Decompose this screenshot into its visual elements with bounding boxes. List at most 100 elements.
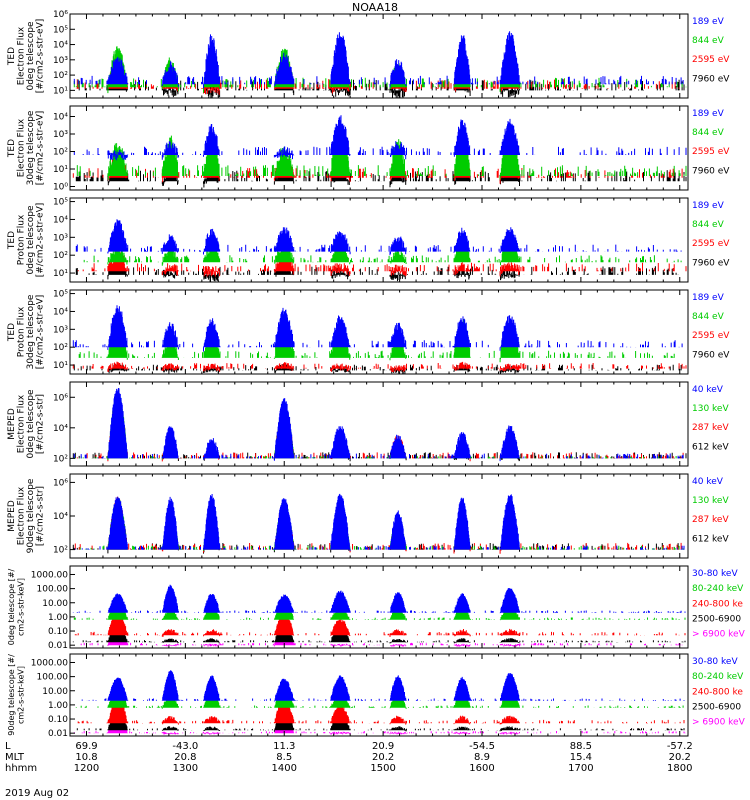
series-meped-proton-0deg-0 (80, 624, 683, 647)
series-meped-proton-90deg-1 (76, 707, 685, 732)
y-tick-label: 10² (53, 343, 68, 353)
y-axis-label: Electron Flux (17, 118, 27, 177)
y-axis-label: TED (7, 323, 17, 342)
series-ted-proton-30deg-1 (72, 361, 687, 373)
y-tick-label: 10⁴ (53, 512, 68, 522)
y-tick-label: 10⁶ (53, 10, 68, 20)
series-meped-proton-90deg-4 (81, 670, 685, 702)
y-axis-label: 0deg telescope (26, 21, 36, 91)
series-meped-proton-0deg-3 (73, 599, 686, 621)
series-meped-proton-90deg-3 (75, 685, 684, 709)
legend-entry: 40 keV (692, 477, 724, 487)
legend-entry: 30-80 keV (692, 657, 738, 667)
series-ted-proton-0deg-0 (75, 260, 679, 282)
panel-frame (69, 381, 689, 467)
panel-frame (69, 653, 689, 737)
x-tick-label: 69.9 (75, 741, 97, 752)
x-tick-label: 1500 (370, 763, 395, 774)
y-tick-label: 10.00 (42, 599, 68, 609)
y-axis-label: [#/cm2-s-str-eV] (36, 19, 46, 94)
legend-entry: 7960 eV (692, 350, 730, 360)
panel-frame (69, 289, 689, 375)
y-axis-label: Electron Flux (17, 394, 27, 453)
x-tick-label: 1800 (667, 763, 692, 774)
x-tick-label: 1300 (173, 763, 198, 774)
y-tick-label: 10¹ (53, 361, 68, 371)
panel-ted-proton-30deg: 10¹ 10² 10³ 10⁴ 10⁵ TED Proton Flux 30deg teles… (7, 289, 730, 375)
y-tick-label: 10⁵ (53, 198, 68, 208)
y-tick-label: 1.00 (48, 613, 68, 623)
y-tick-label: 100.00 (37, 673, 69, 683)
y-tick-label: 10⁴ (53, 215, 68, 225)
y-tick-label: 10⁵ (53, 25, 68, 35)
series-meped-proton-0deg-1 (72, 621, 686, 644)
panel-ted-electron-30deg: 10⁰ 10¹ 10² 10³ 10⁴ TED Electron Flux 30deg tel… (7, 105, 730, 193)
y-tick-label: 10⁶ (53, 478, 68, 488)
legend-entry: 844 eV (692, 128, 725, 138)
legend-entry: 80-240 keV (692, 672, 744, 682)
y-tick-label: 1.00 (48, 701, 68, 711)
y-tick-label: 10³ (53, 325, 68, 335)
y-axis-label: [#/cm2-s-str] (36, 486, 46, 546)
y-tick-label: 10² (53, 546, 68, 556)
legend-entry: 189 eV (692, 293, 725, 303)
legend-entry: 2500-6900 (692, 615, 741, 625)
y-tick-label: 10³ (53, 56, 68, 66)
y-tick-label: 10⁴ (53, 307, 68, 317)
legend-entry: 40 keV (692, 385, 724, 395)
y-axis-label: cm2-s-str-keV] (17, 578, 26, 636)
x-tick-label: 1200 (74, 763, 99, 774)
series-ted-electron-0deg-3 (73, 31, 684, 89)
x-tick-label: 10.8 (75, 752, 97, 763)
series-ted-electron-30deg-2 (76, 125, 687, 180)
y-axis-label: TED (7, 139, 17, 158)
x-tick-label: 20.9 (372, 741, 394, 752)
series-ted-proton-30deg-3 (72, 305, 683, 352)
x-tick-label: 8.9 (474, 752, 490, 763)
x-tick-label: -54.5 (469, 741, 495, 752)
legend-entry: 189 eV (692, 17, 725, 27)
series-meped-proton-90deg-2 (77, 696, 685, 725)
x-tick-label: 88.5 (570, 741, 592, 752)
y-tick-label: 1000.00 (31, 570, 68, 580)
series-meped-proton-0deg-4 (72, 584, 686, 614)
y-tick-label: 10² (53, 251, 68, 261)
x-axis-labels: L 69.9 -43.0 11.3 20.9 -54.5 88.5 -57.2 MLT 10.8 2… (5, 741, 693, 774)
y-tick-label: 10⁴ (53, 113, 68, 123)
legend-entry: 2595 eV (692, 331, 730, 341)
legend-entry: 30-80 keV (692, 569, 738, 579)
x-tick-label: 20.2 (372, 752, 394, 763)
chart-title: NOAA18 (352, 1, 398, 14)
y-tick-label: 10⁶ (53, 393, 68, 403)
y-axis-label: Electron Flux (17, 486, 27, 545)
y-tick-label: 10² (53, 454, 68, 464)
panel-frame (69, 13, 689, 99)
y-axis-label: Electron Flux (17, 26, 27, 85)
y-axis-label: 0deg telescope (26, 389, 36, 459)
y-tick-label: 10³ (53, 233, 68, 243)
y-tick-label: 10¹ (53, 86, 68, 96)
y-axis-label: [#/cm2-s-str-eV] (36, 295, 46, 370)
panel-frame (69, 565, 689, 649)
legend-entry: 844 eV (692, 220, 725, 230)
legend-entry: > 6900 keV (692, 718, 746, 728)
panel-frame (69, 105, 689, 191)
x-tick-label: 20.2 (669, 752, 691, 763)
y-tick-label: 10⁵ (53, 290, 68, 300)
legend-entry: 2595 eV (692, 55, 730, 65)
y-axis-label: [#/cm2-s-str-eV] (36, 203, 46, 278)
legend-entry: 7960 eV (692, 74, 730, 84)
y-tick-label: 0.10 (48, 627, 68, 637)
x-tick-label: -57.2 (667, 741, 693, 752)
y-tick-label: 10³ (53, 130, 68, 140)
x-tick-label: -43.0 (172, 741, 198, 752)
date-label: 2019 Aug 02 (5, 788, 69, 799)
x-tick-label: 1600 (469, 763, 494, 774)
legend-entry: 2595 eV (692, 239, 730, 249)
legend-entry: 189 eV (692, 201, 725, 211)
series-ted-electron-30deg-3 (73, 115, 687, 161)
x-tick-label: 1700 (568, 763, 593, 774)
legend-entry: 612 keV (692, 442, 729, 452)
